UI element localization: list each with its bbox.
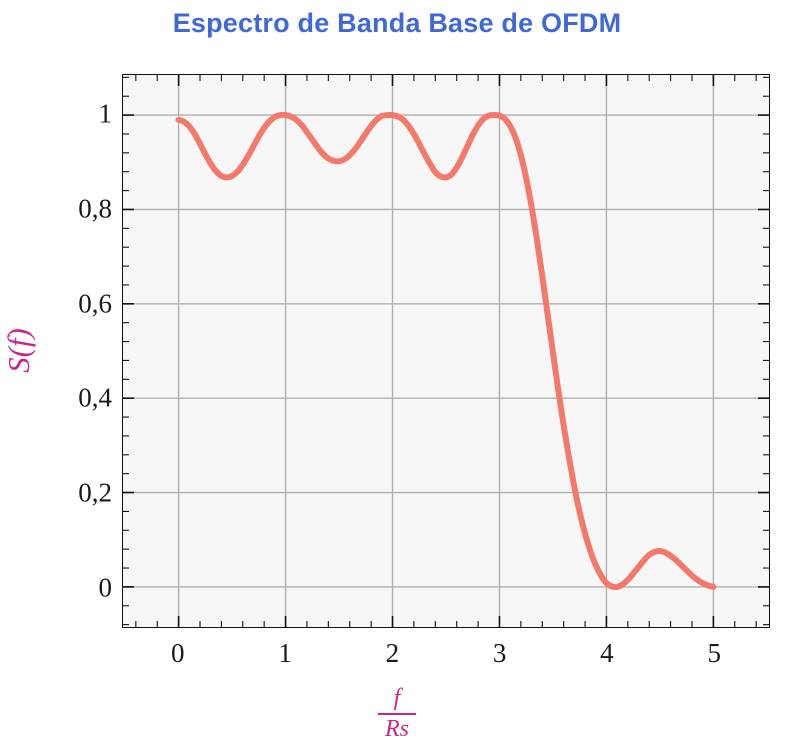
x-axis-label: f Rs <box>0 685 794 743</box>
x-tick-label: 5 <box>707 638 721 668</box>
y-tick-label: 0,2 <box>78 477 112 508</box>
x-tick-label: 1 <box>278 638 292 668</box>
x-axis-tick-labels: 0 1 2 3 4 5 <box>122 638 770 676</box>
y-axis-label-close-paren: ) <box>0 327 36 338</box>
data-series <box>175 111 717 591</box>
y-tick-label: 0,4 <box>78 382 112 413</box>
x-tick-label: 0 <box>171 638 185 668</box>
y-tick-label: 1 <box>98 98 113 129</box>
x-axis-label-denominator: Rs <box>385 716 409 743</box>
x-tick-label: 2 <box>385 638 400 668</box>
x-tick-label: 3 <box>492 638 507 668</box>
y-tick-label: 0,6 <box>78 288 112 319</box>
y-axis-label-open-paren: ( <box>0 346 36 357</box>
minor-tick-marks <box>123 75 769 627</box>
y-axis-tick-labels: 0 0,2 0,4 0,6 0,8 1 <box>0 74 112 628</box>
gridlines <box>123 75 769 627</box>
plot-area <box>122 74 770 628</box>
y-axis-label-func: S <box>0 356 36 373</box>
y-tick-label: 0 <box>98 572 113 603</box>
y-axis-label: S(f) <box>0 310 58 390</box>
major-tick-marks <box>123 75 769 627</box>
plot-canvas <box>123 75 769 627</box>
x-tick-label: 4 <box>600 638 614 668</box>
y-axis-label-var: f <box>0 337 36 347</box>
x-axis-label-numerator: f <box>393 685 401 711</box>
fraction-bar-icon <box>378 713 416 716</box>
y-tick-label: 0,8 <box>78 193 112 224</box>
page-title: Espectro de Banda Base de OFDM <box>172 8 622 38</box>
